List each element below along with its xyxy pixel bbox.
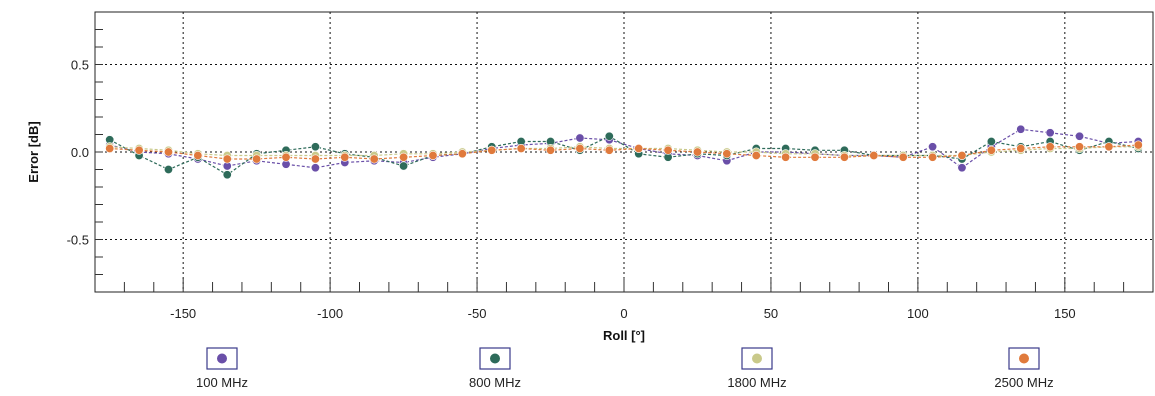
axis-ticks	[95, 29, 1125, 292]
x-tick-label: 0	[620, 306, 627, 321]
data-point	[134, 145, 144, 155]
x-tick-label: 150	[1054, 306, 1076, 321]
data-point	[310, 142, 320, 152]
legend-label: 100 MHz	[196, 375, 248, 390]
data-point	[163, 147, 173, 157]
legend-swatch-marker	[1019, 353, 1029, 364]
data-point	[193, 151, 203, 161]
data-point	[1016, 144, 1026, 154]
series-line-0	[109, 128, 1139, 169]
y-axis-label: Error [dB]	[26, 121, 41, 182]
data-point	[575, 133, 585, 143]
data-point	[281, 152, 291, 162]
legend-swatch-marker	[752, 353, 762, 364]
tick-labels: -150 -100 -50 0 50 100 150 0.5 0.0 -0.5	[67, 58, 1076, 322]
data-point	[222, 170, 232, 180]
data-point	[751, 151, 761, 161]
x-axis-label: Roll [°]	[603, 328, 645, 343]
data-point	[604, 131, 614, 141]
data-point	[516, 144, 526, 154]
data-point	[722, 149, 732, 159]
data-point	[1133, 140, 1143, 150]
data-point	[1075, 131, 1085, 141]
data-point	[810, 152, 820, 162]
legend-swatch-marker	[217, 353, 227, 364]
data-point	[546, 145, 556, 155]
data-point	[781, 152, 791, 162]
x-tick-label: -100	[317, 306, 343, 321]
data-point	[1016, 124, 1026, 134]
data-point	[399, 161, 409, 171]
data-point	[1075, 142, 1085, 152]
data-point	[692, 147, 702, 157]
data-point	[663, 145, 673, 155]
data-point	[1045, 142, 1055, 152]
data-point	[310, 154, 320, 164]
data-point	[428, 151, 438, 161]
x-tick-label: 50	[764, 306, 778, 321]
data-point	[105, 144, 115, 154]
data-point	[928, 152, 938, 162]
data-point	[222, 154, 232, 164]
y-tick-label: -0.5	[67, 233, 89, 248]
series-line-2	[109, 146, 1139, 157]
data-point	[575, 144, 585, 154]
data-point	[634, 144, 644, 154]
data-point	[399, 152, 409, 162]
data-point	[898, 152, 908, 162]
data-point	[1045, 128, 1055, 138]
legend-swatch-marker	[490, 353, 500, 364]
series-line-3	[109, 144, 1139, 160]
series-layer	[105, 124, 1143, 180]
legend-label: 800 MHz	[469, 375, 521, 390]
data-point	[252, 154, 262, 164]
data-point	[928, 142, 938, 152]
x-tick-label: 100	[907, 306, 929, 321]
data-point	[986, 145, 996, 155]
x-tick-label: -150	[170, 306, 196, 321]
data-point	[369, 154, 379, 164]
x-tick-label: -50	[468, 306, 487, 321]
data-point	[1104, 142, 1114, 152]
data-point	[957, 163, 967, 173]
y-tick-label: 0.0	[71, 145, 89, 160]
series-line-1	[109, 135, 1139, 176]
data-point	[487, 145, 497, 155]
legend-label: 2500 MHz	[994, 375, 1053, 390]
data-point	[457, 149, 467, 159]
data-point	[310, 163, 320, 173]
data-point	[340, 152, 350, 162]
data-point	[869, 151, 879, 161]
data-point	[957, 151, 967, 161]
legend-label: 1800 MHz	[727, 375, 786, 390]
legend: 100 MHz 800 MHz 1800 MHz 2500 MHz	[196, 347, 1054, 390]
y-tick-label: 0.5	[71, 58, 89, 73]
data-point	[986, 137, 996, 147]
data-point	[163, 165, 173, 175]
data-point	[839, 152, 849, 162]
data-point	[604, 145, 614, 155]
